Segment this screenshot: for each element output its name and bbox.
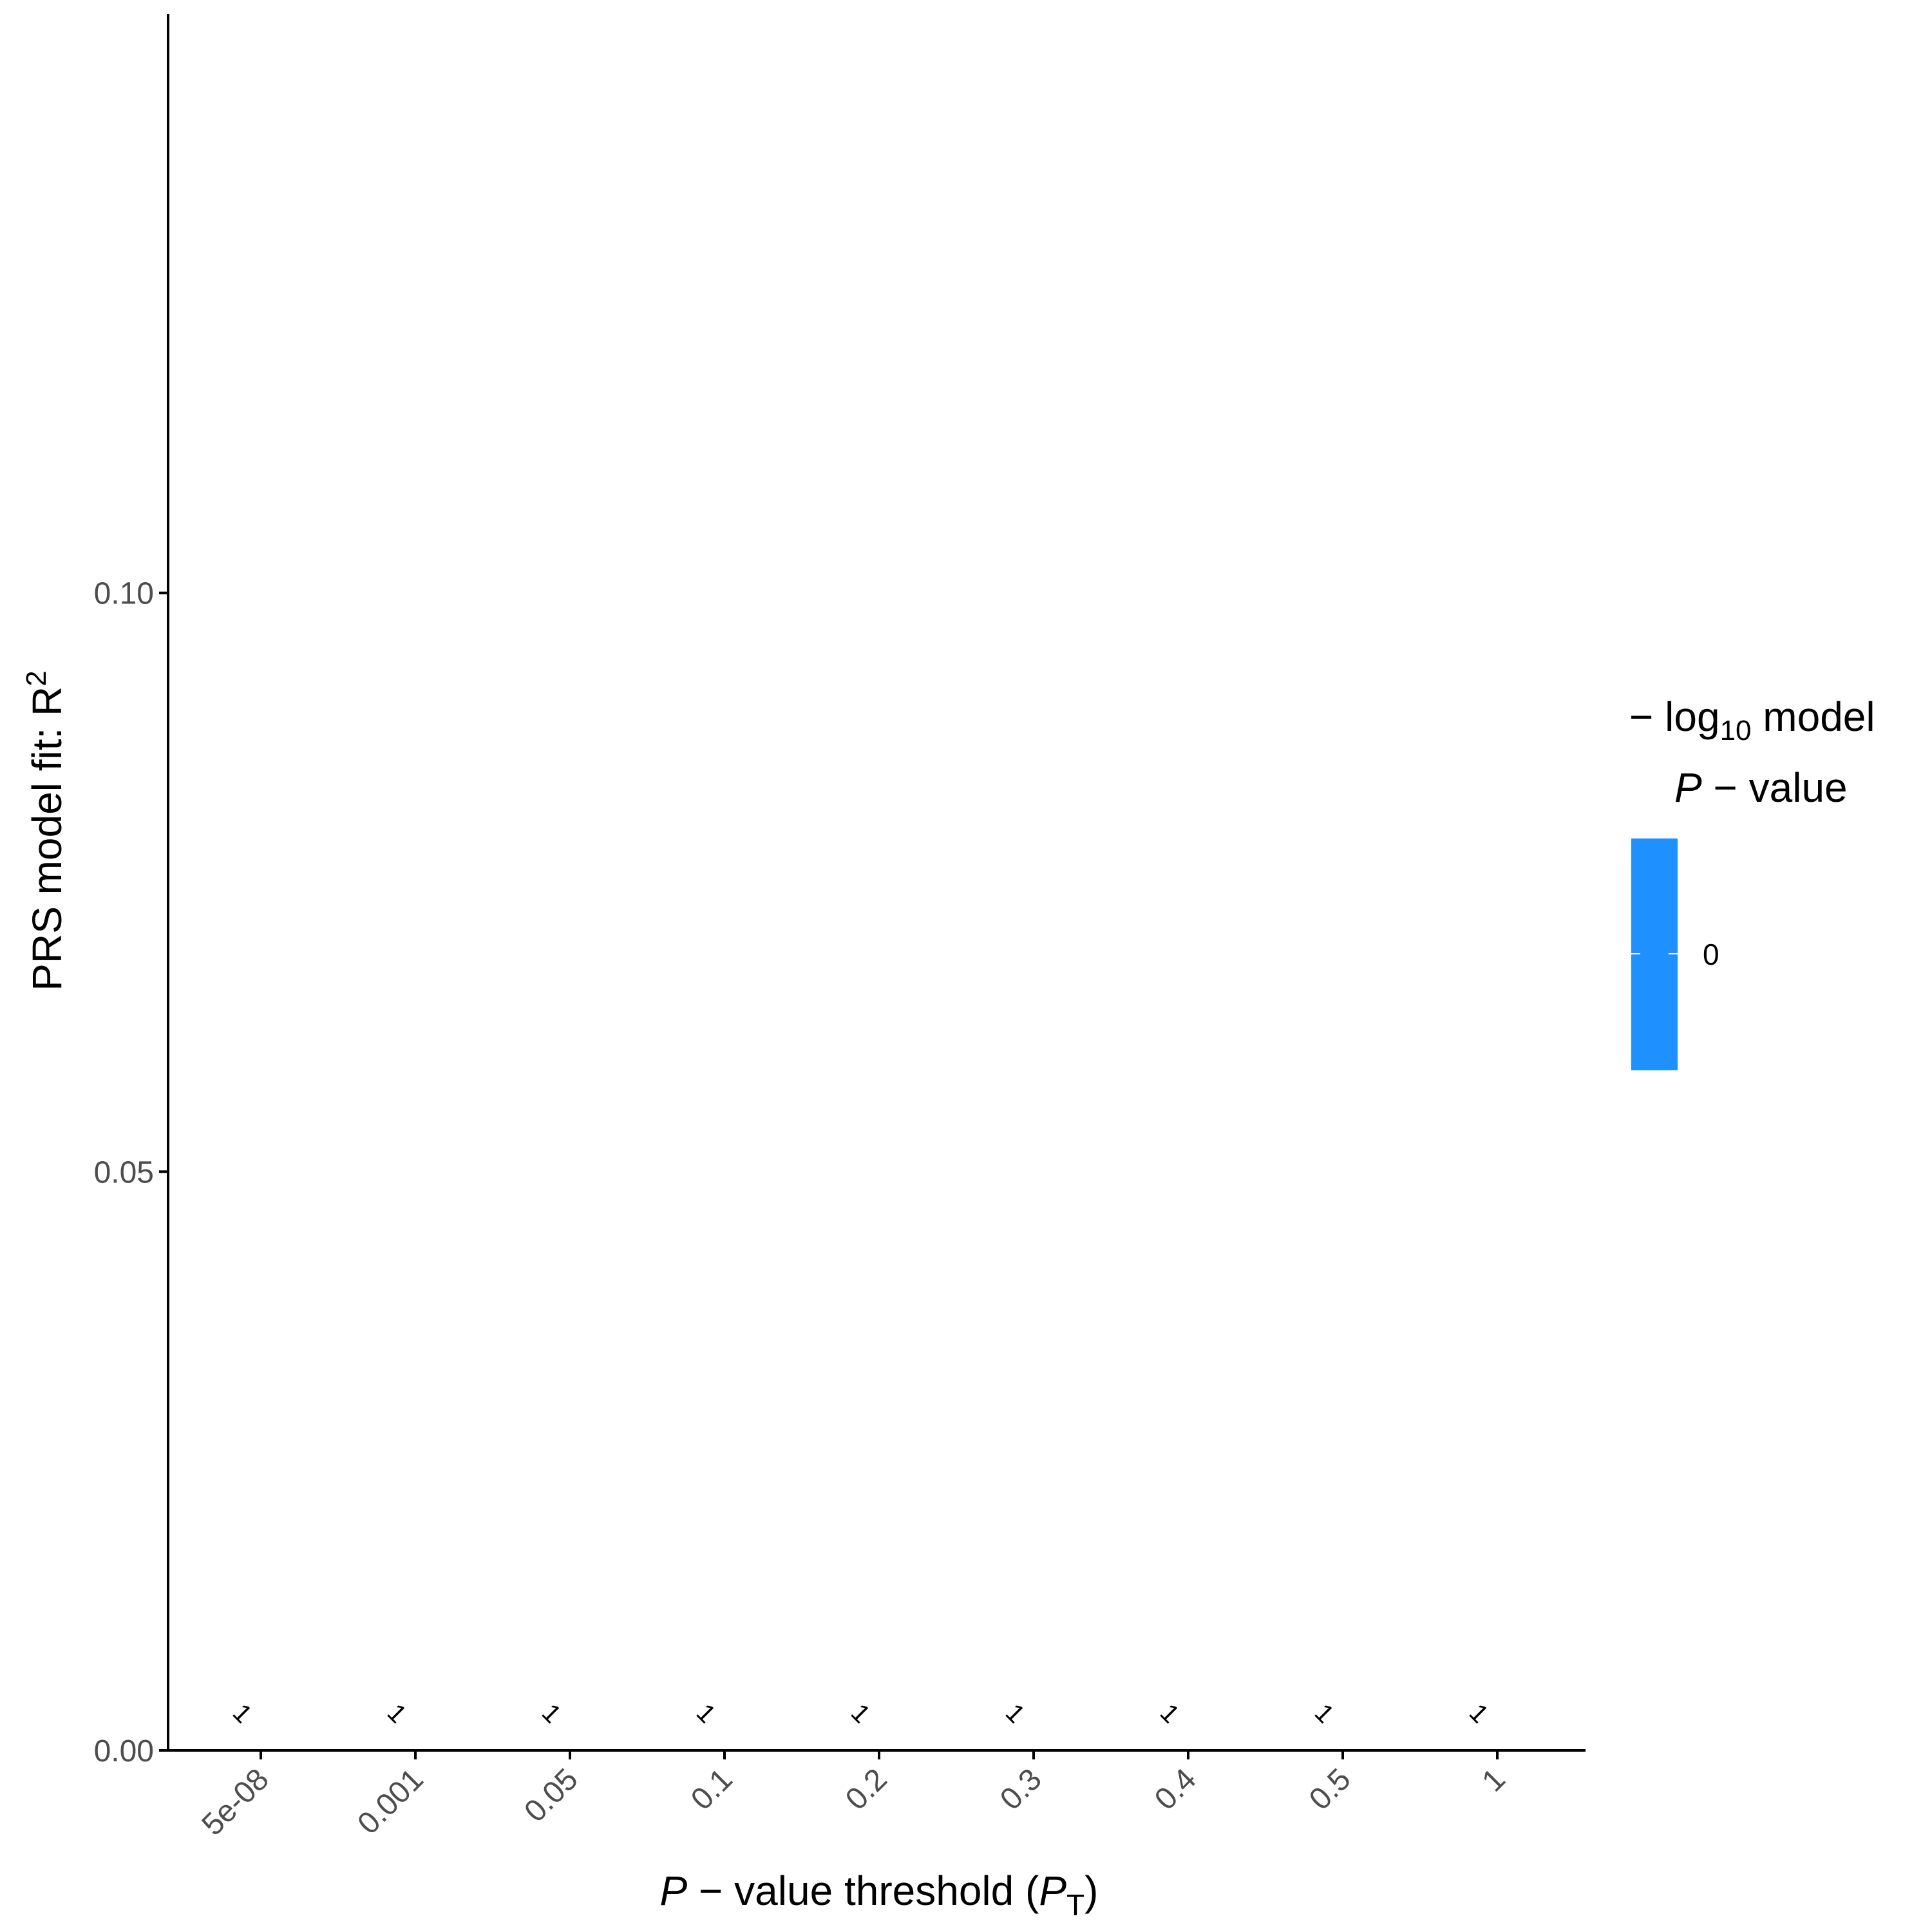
legend: − log10 model P − value 0 (1629, 694, 1875, 1070)
x-tick-label: 1 (1475, 1762, 1511, 1798)
x-tick-label: 0.1 (685, 1762, 739, 1817)
x-tick-label: 0.3 (994, 1762, 1048, 1817)
x-axis-title: P − value threshold (PT) (660, 1868, 1099, 1922)
y-tick-label: 0.10 (94, 577, 154, 611)
bar-value-label: 1 (1155, 1698, 1185, 1728)
legend-label-0: 0 (1703, 938, 1719, 971)
bar-value-label: 1 (846, 1698, 876, 1728)
bar-value-label: 1 (691, 1698, 721, 1728)
y-tick-label: 0.00 (94, 1734, 154, 1768)
x-axis: 5e-08 0.001 0.05 0.1 0.2 0.3 0.4 0.5 1 (168, 1749, 1586, 1842)
y-tick-label: 0.05 (94, 1155, 154, 1189)
bar-value-label: 1 (227, 1698, 258, 1728)
bar-labels-group: 1 1 1 1 1 1 1 1 1 (227, 1698, 1494, 1728)
x-tick-label: 0.4 (1148, 1762, 1203, 1817)
y-axis-title: PRS model fit: R2 (21, 670, 70, 991)
x-tick-label: 0.2 (839, 1762, 894, 1817)
legend-title-line1: − log10 model (1629, 694, 1875, 746)
bar-value-label: 1 (1464, 1698, 1494, 1728)
y-axis: 0.00 0.05 0.10 (94, 14, 169, 1768)
x-tick-label: 5e-08 (195, 1762, 275, 1842)
x-tick-label: 0.001 (351, 1762, 430, 1841)
bar-value-label: 1 (536, 1698, 567, 1728)
bar-value-label: 1 (1000, 1698, 1030, 1728)
x-tick-label: 0.05 (518, 1762, 585, 1829)
x-tick-label: 0.5 (1303, 1762, 1358, 1817)
legend-title-line2: P − value (1674, 764, 1848, 811)
bar-value-label: 1 (382, 1698, 412, 1728)
bar-value-label: 1 (1309, 1698, 1340, 1728)
